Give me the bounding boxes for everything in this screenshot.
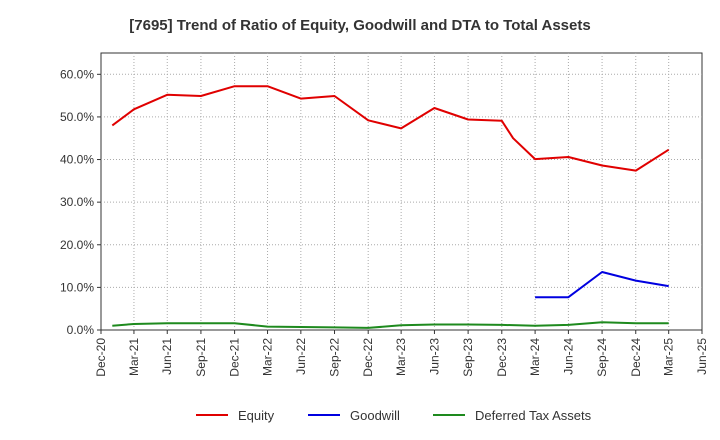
x-tick-label: Sep-21 [194,338,208,377]
series-line-goodwill [535,271,669,299]
series-line-equity [111,85,670,172]
x-tick-label: Mar-22 [261,338,275,376]
x-tick-label: Mar-24 [528,338,542,376]
x-tick-label: Jun-22 [294,338,308,375]
y-tick-label: 40.0% [60,153,94,167]
legend-label: Deferred Tax Assets [475,408,592,423]
x-tick-label: Mar-23 [394,338,408,376]
x-tick-label: Jun-25 [695,338,709,375]
x-tick-label: Dec-22 [361,338,375,377]
series-line-deferred-tax-assets [112,321,669,329]
y-tick-label: 60.0% [60,67,94,81]
x-tick-label: Sep-22 [328,338,342,377]
x-tick-label: Mar-21 [127,338,141,376]
x-tick-label: Dec-24 [629,338,643,377]
x-tick-label: Sep-23 [461,338,475,377]
x-tick-label: Sep-24 [595,338,609,377]
x-tick-label: Jun-21 [160,338,174,375]
x-tick-label: Jun-24 [561,338,575,375]
legend-label: Equity [238,408,275,423]
legend: Equity Goodwill Deferred Tax Assets [196,408,592,423]
chart-title: [7695] Trend of Ratio of Equity, Goodwil… [129,17,590,34]
legend-label: Goodwill [350,408,400,423]
y-tick-label: 50.0% [60,110,94,124]
y-tick-label: 30.0% [60,195,94,209]
x-tick-label: Dec-23 [495,338,509,377]
y-tick-label: 0.0% [67,323,95,337]
x-axis: Dec-20 Mar-21 Jun-21 Sep-21 Dec-21 Mar-22 Jun-… [94,330,709,377]
y-axis: 0.0% 10.0% 20.0% 30.0% 40.0% 50.0% 60.0% [60,67,101,337]
x-tick-label: Dec-20 [94,338,108,377]
y-tick-label: 20.0% [60,238,94,252]
x-tick-label: Jun-23 [427,338,441,375]
x-tick-label: Mar-25 [662,338,676,376]
grid-lines [101,53,702,330]
series-lines [111,85,670,329]
y-tick-label: 10.0% [60,280,94,294]
x-tick-label: Dec-21 [228,338,242,377]
